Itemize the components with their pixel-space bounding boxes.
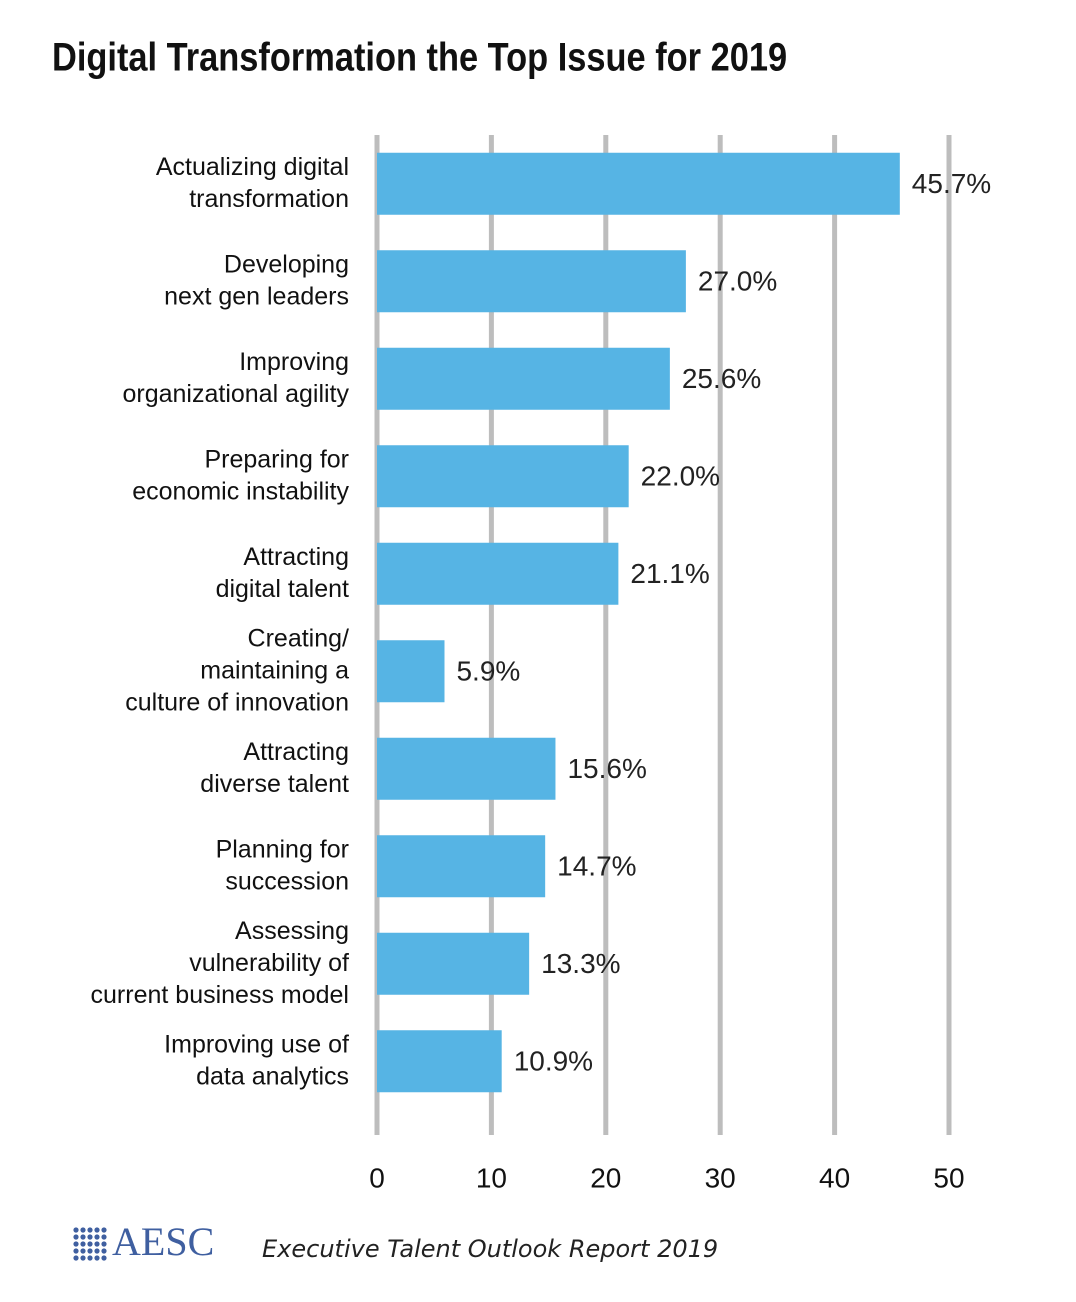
value-label: 21.1% xyxy=(630,558,709,589)
bar xyxy=(377,640,445,703)
x-tick-label: 30 xyxy=(705,1162,736,1193)
x-tick-label: 20 xyxy=(590,1162,621,1193)
bar xyxy=(377,932,530,995)
logo-text: AESC xyxy=(112,1219,214,1264)
value-label: 27.0% xyxy=(698,266,777,297)
bar xyxy=(377,347,670,410)
value-label: 22.0% xyxy=(641,461,720,492)
x-tick-label: 10 xyxy=(476,1162,507,1193)
value-label: 15.6% xyxy=(567,753,646,784)
value-label: 13.3% xyxy=(541,948,620,979)
bar xyxy=(377,445,629,508)
value-label: 10.9% xyxy=(514,1046,593,1077)
x-tick-label: 0 xyxy=(369,1162,385,1193)
y-tick-label: Attracting digital talent xyxy=(216,542,349,602)
bar xyxy=(377,835,546,898)
bar xyxy=(377,250,686,313)
y-tick-label: Actualizing digital transformation xyxy=(156,152,349,212)
y-tick-label: Attracting diverse talent xyxy=(200,737,349,797)
value-label: 45.7% xyxy=(912,168,991,199)
y-tick-label: Preparing for economic instability xyxy=(132,445,349,505)
x-tick-label: 40 xyxy=(819,1162,850,1193)
y-tick-label: Creating/maintaining a culture of innovat… xyxy=(125,624,349,716)
chart-title: Digital Transformation the Top Issue for… xyxy=(52,34,787,79)
bar xyxy=(377,152,900,215)
bar xyxy=(377,737,556,800)
y-tick-label: Improving organizational agility xyxy=(122,347,349,407)
report-title: Executive Talent Outlook Report 2019 xyxy=(262,1235,718,1263)
value-label: 25.6% xyxy=(682,363,761,394)
y-tick-label: Assessing vulnerability of current busines… xyxy=(91,916,350,1008)
value-label: 14.7% xyxy=(557,851,636,882)
bar xyxy=(377,1030,502,1093)
x-tick-label: 50 xyxy=(933,1162,964,1193)
value-label: 5.9% xyxy=(456,656,520,687)
y-tick-label: Developing next gen leaders xyxy=(164,250,349,310)
y-tick-label: Planning for succession xyxy=(216,835,349,895)
logo-dots xyxy=(73,1227,107,1261)
bar xyxy=(377,542,619,605)
y-tick-label: Improving use of data analytics xyxy=(164,1030,349,1090)
